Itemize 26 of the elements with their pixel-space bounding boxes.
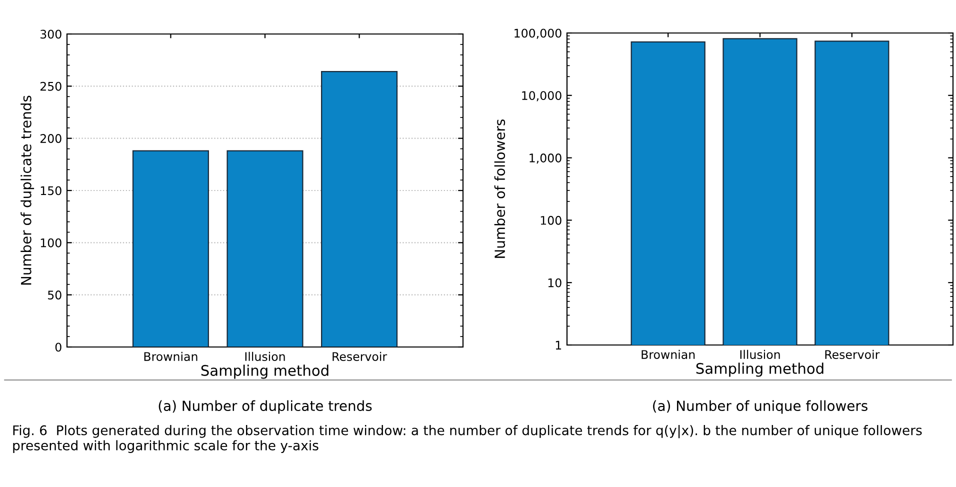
y-tick-label: 100,000 [514,28,562,39]
y-tick-label: 10,000 [522,91,562,102]
x-axis-title: Sampling method [201,364,328,379]
text: (a) Number of unique followers [653,400,868,414]
y-tick-label: 200 [40,134,62,143]
y-tick-label: 300 [40,30,62,39]
y-tick-label: 150 [40,186,62,196]
y-tick-label: 50 [48,290,62,300]
y-tick-label: 0 [55,342,62,352]
x-tick-label: Reservoir [332,352,388,361]
y-axis-title: Number of followers [494,119,506,258]
x-tick-label: Brownian [642,350,695,359]
text: (a) Number of duplicate trends [158,400,372,414]
caption: Fig. 6 Plots generated during the observation time window: a the number of duplicate trends for q(y|x). b the number of unique followers presented with logarithmic scale for the y-axis [13,425,922,453]
y-axis-title: Number of duplicate trends [20,96,34,285]
x-tick-label: Illusion [245,352,285,361]
y-tick-label: 1,000 [530,154,562,164]
y-tick-label: 1 [556,340,562,350]
y-tick-label: 100 [540,216,562,225]
y-tick-label: 100 [40,238,62,248]
x-tick-label: Reservoir [825,350,880,359]
x-tick-label: Illusion [740,350,780,359]
x-axis-title: Sampling method [696,362,824,377]
y-tick-label: 250 [40,82,62,91]
y-tick-label: 10 [548,278,562,288]
x-tick-label: Brownian [144,352,198,361]
